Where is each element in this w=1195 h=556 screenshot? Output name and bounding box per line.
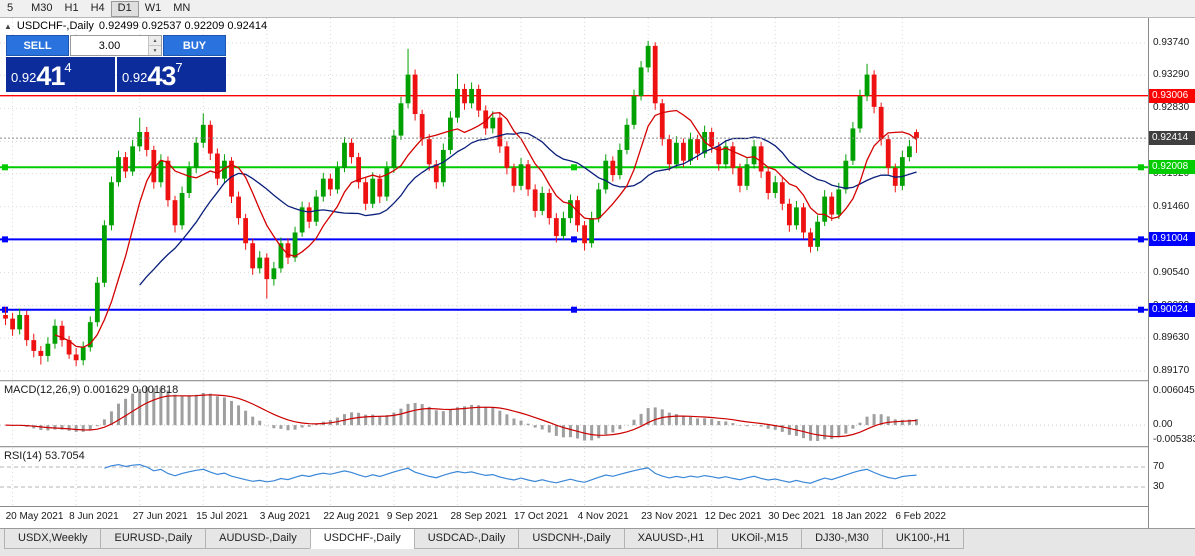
rsi-label: RSI(14) 53.7054 <box>4 450 85 462</box>
chart-tab[interactable]: USDCAD-,Daily <box>413 529 520 549</box>
date-axis-label: 23 Nov 2021 <box>641 511 698 522</box>
timeframe-toolbar: 5 M30 H1 H4 D1 W1 MN <box>0 0 1195 18</box>
price-axis-label: 0.006045 <box>1153 385 1195 396</box>
price-badge: 0.91004 <box>1149 232 1195 247</box>
timeframe-button-H1[interactable]: H1 <box>64 1 79 14</box>
date-axis-label: 27 Jun 2021 <box>132 511 188 522</box>
price-axis-label: 0.00 <box>1153 419 1173 431</box>
volume-increase-icon[interactable]: ▲ <box>149 36 161 46</box>
ask-pips: 43 <box>147 61 176 91</box>
price-axis-label: 0.92830 <box>1153 102 1190 114</box>
price-axis-label: 0.93740 <box>1153 37 1190 48</box>
chart-tab[interactable]: USDCHF-,Daily <box>309 529 415 549</box>
ask-point: 7 <box>175 60 183 75</box>
price-axis-label: -0.005383 <box>1153 434 1195 445</box>
chart-tab[interactable]: USDX,Weekly <box>4 529 102 549</box>
chart-window: 20 May 2021 8 Jun 2021 27 Jun 2021 15 Jul 2… <box>0 18 1195 528</box>
date-axis-label: 3 Aug 2021 <box>259 511 311 522</box>
price-axis-label: 0.89170 <box>1153 365 1190 376</box>
timeframe-button-D1[interactable]: D1 <box>110 0 139 17</box>
date-axis-label: 9 Sep 2021 <box>386 511 439 522</box>
bid-pips: 41 <box>36 61 65 91</box>
volume-input[interactable] <box>71 36 148 55</box>
bid-prefix: 0.92 <box>11 70 37 85</box>
date-axis-label: 20 May 2021 <box>5 511 64 522</box>
one-click-trading-toggle-icon[interactable]: ▲ <box>4 21 12 31</box>
price-badge: 0.92414 <box>1149 131 1195 146</box>
date-axis-label: 18 Jan 2022 <box>831 511 887 522</box>
price-axis-label: 0.93290 <box>1153 69 1190 81</box>
chart-title: ▲ USDCHF-,Daily 0.92499 0.92537 0.92209 … <box>4 20 267 32</box>
chart-tab[interactable]: USDCNH-,Daily <box>518 529 625 549</box>
date-axis-label: 4 Nov 2021 <box>577 511 629 522</box>
main-price-chart[interactable] <box>0 18 1148 380</box>
chart-tab[interactable]: EURUSD-,Daily <box>100 529 207 549</box>
ask-price-display[interactable]: 0.92 43 7 <box>117 57 226 92</box>
price-badge: 0.92008 <box>1149 160 1195 175</box>
chart-panes: 20 May 2021 8 Jun 2021 27 Jun 2021 15 Jul 2… <box>0 18 1148 528</box>
chart-tab[interactable]: UKOil-,M15 <box>717 529 803 549</box>
timeframe-button-M30[interactable]: M30 <box>31 1 53 14</box>
buy-button[interactable]: BUY <box>163 35 226 56</box>
pane-splitter[interactable] <box>0 380 1148 382</box>
price-axis-label: 70 <box>1153 461 1165 472</box>
date-axis-label: 12 Dec 2021 <box>704 511 762 522</box>
pane-splitter[interactable] <box>0 446 1148 448</box>
date-axis-label: 8 Jun 2021 <box>69 511 119 522</box>
price-axis-label: 0.90540 <box>1153 266 1190 278</box>
price-axis-label: 0.91460 <box>1153 200 1190 212</box>
timeframe-button-MN[interactable]: MN <box>173 1 191 14</box>
sell-button[interactable]: SELL <box>6 35 69 56</box>
timeframe-button-W1[interactable]: W1 <box>144 1 162 14</box>
ask-prefix: 0.92 <box>122 70 148 85</box>
price-axis: 0.937400.932900.928300.923700.919200.914… <box>1148 18 1195 528</box>
volume-decrease-icon[interactable]: ▼ <box>149 46 161 55</box>
price-axis-label: 30 <box>1153 481 1165 492</box>
macd-label: MACD(12,26,9) 0.001629 0.001818 <box>4 384 179 396</box>
price-badge: 0.93006 <box>1149 88 1195 103</box>
date-axis-label: 6 Feb 2022 <box>895 511 946 522</box>
rsi-indicator-pane[interactable] <box>0 448 1148 506</box>
date-axis-label: 28 Sep 2021 <box>450 511 508 522</box>
chart-tab[interactable]: AUDUSD-,Daily <box>205 529 311 549</box>
timeframe-button-5[interactable]: 5 <box>7 1 14 14</box>
one-click-trading-panel: SELL ▲ ▼ BUY 0.92 41 4 <box>6 35 226 92</box>
chart-tabbar: USDX,Weekly EURUSD-,Daily AUDUSD-,Daily USD… <box>0 528 1195 556</box>
bid-point: 4 <box>64 60 72 75</box>
chart-symbol-label: USDCHF-,Daily <box>16 20 94 32</box>
volume-box: ▲ ▼ <box>70 35 162 56</box>
chart-tab[interactable]: DJ30-,M30 <box>801 529 883 549</box>
bid-price-display[interactable]: 0.92 41 4 <box>6 57 115 92</box>
chart-tab[interactable]: UK100-,H1 <box>881 529 965 549</box>
price-badge: 0.90024 <box>1149 302 1195 317</box>
price-axis-label: 0.89630 <box>1153 331 1190 343</box>
date-axis-label: 22 Aug 2021 <box>323 511 380 522</box>
date-axis-label: 15 Jul 2021 <box>196 511 248 522</box>
date-axis-label: 17 Oct 2021 <box>514 511 569 522</box>
time-axis: 20 May 2021 8 Jun 2021 27 Jun 2021 15 Jul 2… <box>0 506 1148 528</box>
chart-ohlc-values: 0.92499 0.92537 0.92209 0.92414 <box>98 20 268 32</box>
chart-tab[interactable]: XAUUSD-,H1 <box>623 529 719 549</box>
timeframe-button-H4[interactable]: H4 <box>90 1 105 14</box>
macd-indicator-pane[interactable] <box>0 382 1148 446</box>
date-axis-label: 30 Dec 2021 <box>768 511 825 522</box>
